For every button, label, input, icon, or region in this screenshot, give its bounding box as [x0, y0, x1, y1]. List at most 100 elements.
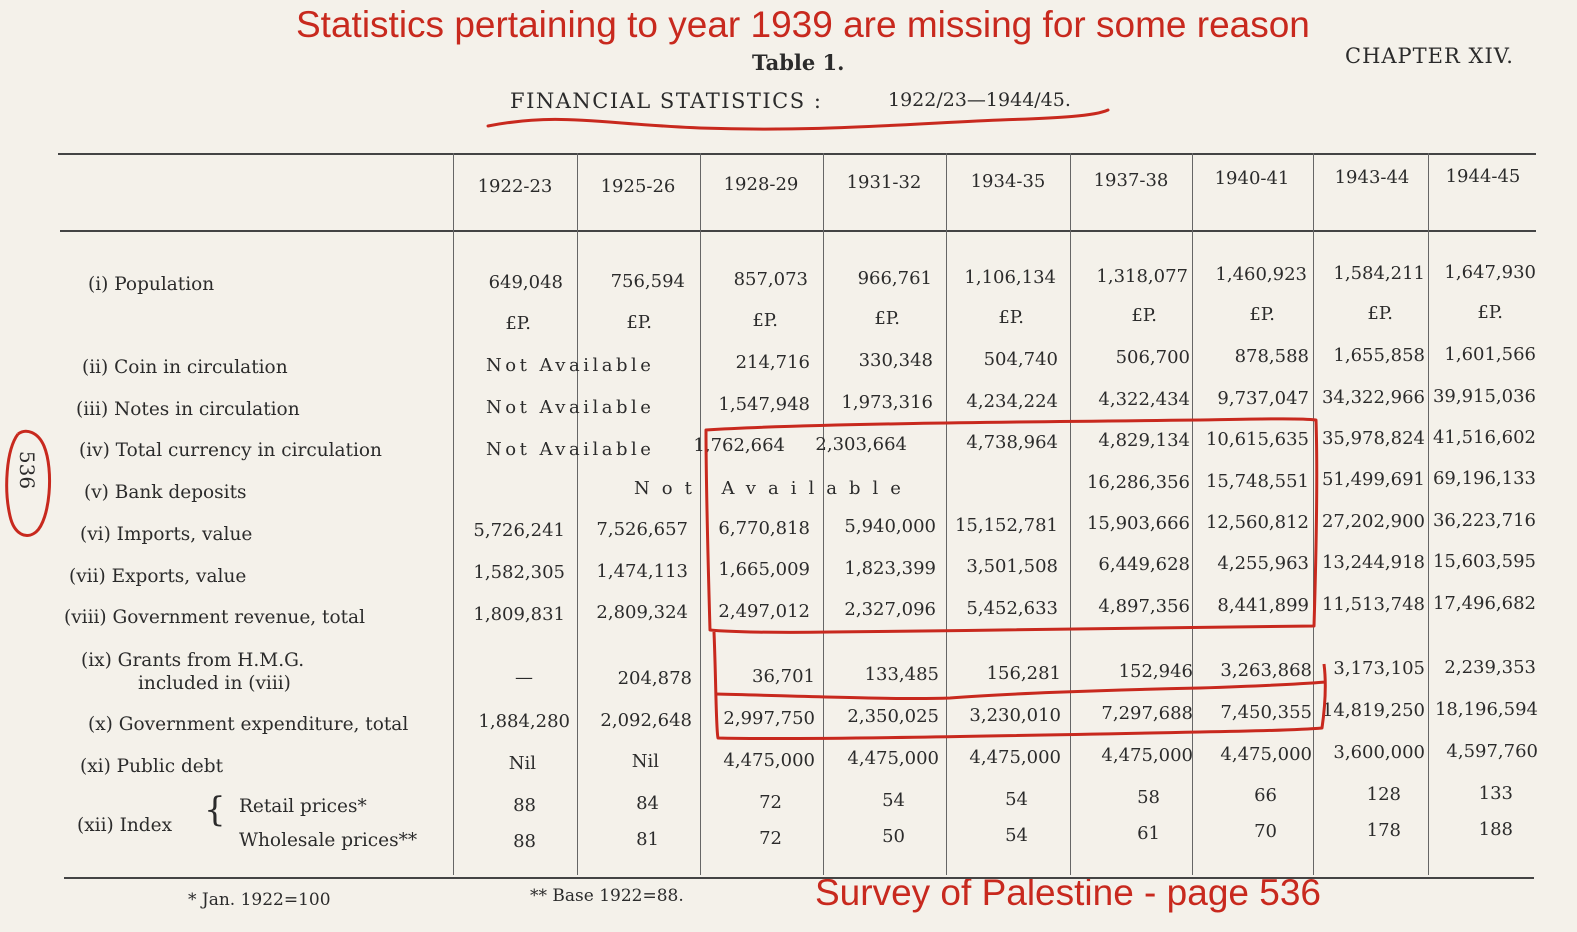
cell-debt: 4,475,000 — [723, 750, 815, 771]
cell-retail-index: 58 — [1137, 787, 1160, 808]
cell-population: 1,460,923 — [1215, 264, 1307, 285]
row-label-debt: (xi) Public debt — [80, 756, 224, 777]
cell-debt: Nil — [508, 753, 536, 774]
row-label-notes: (iii) Notes in circulation — [76, 399, 300, 420]
header-rule — [60, 230, 1536, 232]
cell-exports: 1,665,009 — [718, 559, 810, 580]
footnote-wholesale: ** Base 1922=88. — [530, 886, 684, 906]
column-divider — [823, 153, 824, 875]
cell-imports: 6,770,818 — [718, 518, 810, 539]
cell-coin: 1,601,566 — [1444, 344, 1536, 365]
unit-label: £P. — [874, 308, 900, 329]
cell-currency: 35,978,824 — [1321, 428, 1425, 449]
cell-debt: 4,475,000 — [969, 747, 1061, 768]
column-divider — [1313, 153, 1314, 875]
cell-population: 1,584,211 — [1333, 263, 1425, 284]
cell-revenue: 17,496,682 — [1432, 593, 1536, 614]
cell-exports: 1,474,113 — [596, 561, 688, 582]
cell-expenditure: 2,997,750 — [723, 708, 815, 729]
cell-deposits: 69,196,133 — [1432, 468, 1536, 489]
table-heading: FINANCIAL STATISTICS : — [510, 89, 823, 113]
row-label-imports: (vi) Imports, value — [80, 524, 253, 545]
cell-coin: 214,716 — [735, 352, 810, 373]
annotation-bottom: Survey of Palestine - page 536 — [815, 872, 1321, 913]
cell-retail-index: 66 — [1254, 785, 1277, 806]
cell-population: 1,647,930 — [1444, 262, 1536, 283]
year-header: 1940-41 — [1214, 168, 1290, 189]
cell-revenue: 4,897,356 — [1098, 596, 1190, 617]
expenditure-underline-mark — [715, 680, 1327, 701]
cell-imports: 12,560,812 — [1205, 512, 1309, 533]
year-header: 1931-32 — [846, 172, 922, 193]
annotation-top: Statistics pertaining to year 1939 are m… — [296, 4, 1310, 45]
cell-debt: 4,597,760 — [1446, 741, 1538, 762]
column-divider — [1192, 153, 1193, 875]
cell-deposits: 16,286,356 — [1086, 472, 1190, 493]
year-header: 1928-29 — [723, 174, 799, 195]
cell-imports: 7,526,657 — [596, 519, 688, 540]
not-available-deposits: Not Available — [634, 478, 913, 499]
cell-debt: 4,475,000 — [847, 748, 939, 769]
cell-coin: 504,740 — [983, 349, 1058, 370]
cell-population: 1,106,134 — [964, 267, 1056, 288]
cell-retail-index: 128 — [1366, 784, 1401, 805]
cell-exports: 1,823,399 — [844, 558, 936, 579]
cell-notes: 4,234,224 — [966, 391, 1058, 412]
cell-grants: 156,281 — [986, 663, 1061, 684]
cell-expenditure: 14,819,250 — [1321, 700, 1425, 721]
cell-currency: 10,615,635 — [1205, 429, 1309, 450]
year-header: 1944-45 — [1445, 166, 1521, 187]
row-label-currency: (iv) Total currency in circulation — [79, 440, 382, 461]
row-label-retail: Retail prices* — [239, 796, 367, 817]
table-title: Table 1. — [752, 50, 845, 75]
cell-deposits: 15,748,551 — [1205, 471, 1309, 492]
cell-coin: 1,655,858 — [1333, 345, 1425, 366]
row-label-grants: (ix) Grants from H.M.G. — [81, 650, 305, 671]
unit-label: £P. — [1131, 305, 1157, 326]
cell-grants: 2,239,353 — [1444, 657, 1536, 678]
cell-revenue: 11,513,748 — [1321, 594, 1425, 615]
cell-revenue: 2,497,012 — [718, 601, 810, 622]
cell-currency: 1,762,664 — [693, 435, 785, 456]
year-header: 1925-26 — [600, 176, 676, 197]
row-label-population: (i) Population — [88, 274, 215, 295]
cell-debt: Nil — [631, 751, 659, 772]
cell-currency: 41,516,602 — [1432, 427, 1536, 448]
not-available-currency: Not Available — [486, 439, 655, 460]
cell-wholesale-index: 70 — [1254, 821, 1277, 842]
table-heading-years: 1922/23—1944/45. — [888, 89, 1071, 111]
column-divider — [1070, 153, 1071, 875]
cell-expenditure: 7,450,355 — [1220, 702, 1312, 723]
row-label-exports: (vii) Exports, value — [69, 566, 247, 587]
cell-retail-index: 54 — [1005, 789, 1028, 810]
cell-grants: 152,946 — [1118, 661, 1193, 682]
cell-notes: 9,737,047 — [1217, 388, 1309, 409]
row-label-deposits: (v) Bank deposits — [84, 482, 247, 503]
upper-box-mark — [704, 417, 1319, 634]
cell-population: 1,318,077 — [1096, 266, 1188, 287]
cell-exports: 3,501,508 — [966, 556, 1058, 577]
cell-exports: 6,449,628 — [1098, 554, 1190, 575]
cell-expenditure: 7,297,688 — [1101, 703, 1193, 724]
cell-expenditure: 1,884,280 — [478, 711, 570, 732]
cell-wholesale-index: 188 — [1478, 819, 1513, 840]
column-divider — [1428, 153, 1429, 875]
cell-imports: 15,903,666 — [1086, 513, 1190, 534]
cell-retail-index: 54 — [882, 790, 905, 811]
cell-grants: 3,263,868 — [1220, 660, 1312, 681]
row-label-expenditure: (x) Government expenditure, total — [88, 714, 409, 735]
underline-mark — [486, 108, 1110, 131]
cell-population: 857,073 — [733, 269, 808, 290]
unit-label: £P. — [752, 310, 778, 331]
year-header: 1934-35 — [970, 171, 1046, 192]
row-label-revenue: (viii) Government revenue, total — [64, 607, 365, 628]
column-divider — [700, 153, 701, 875]
unit-label: £P. — [505, 313, 531, 334]
cell-notes: 1,547,948 — [718, 394, 810, 415]
cell-exports: 13,244,918 — [1321, 552, 1425, 573]
cell-wholesale-index: 88 — [513, 831, 536, 852]
not-available-notes: Not Available — [486, 397, 655, 418]
bottom-rule — [64, 877, 1534, 879]
cell-imports: 5,940,000 — [844, 516, 936, 537]
